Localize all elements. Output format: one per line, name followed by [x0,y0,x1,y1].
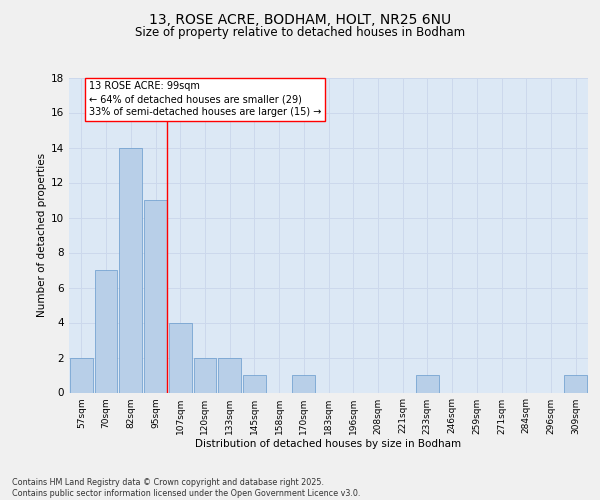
Bar [564,375,587,392]
Bar [119,148,142,392]
Text: 13, ROSE ACRE, BODHAM, HOLT, NR25 6NU: 13, ROSE ACRE, BODHAM, HOLT, NR25 6NU [149,12,451,26]
Bar [70,358,93,392]
Text: Contains HM Land Registry data © Crown copyright and database right 2025.
Contai: Contains HM Land Registry data © Crown c… [12,478,361,498]
Bar [144,200,167,392]
Bar [243,375,266,392]
X-axis label: Distribution of detached houses by size in Bodham: Distribution of detached houses by size … [196,440,461,450]
Bar [218,358,241,392]
Text: Size of property relative to detached houses in Bodham: Size of property relative to detached ho… [135,26,465,39]
Text: 13 ROSE ACRE: 99sqm
← 64% of detached houses are smaller (29)
33% of semi-detach: 13 ROSE ACRE: 99sqm ← 64% of detached ho… [89,81,321,118]
Bar [95,270,118,392]
Bar [292,375,315,392]
Y-axis label: Number of detached properties: Number of detached properties [37,153,47,317]
Bar [169,322,191,392]
Bar [194,358,216,392]
Bar [416,375,439,392]
